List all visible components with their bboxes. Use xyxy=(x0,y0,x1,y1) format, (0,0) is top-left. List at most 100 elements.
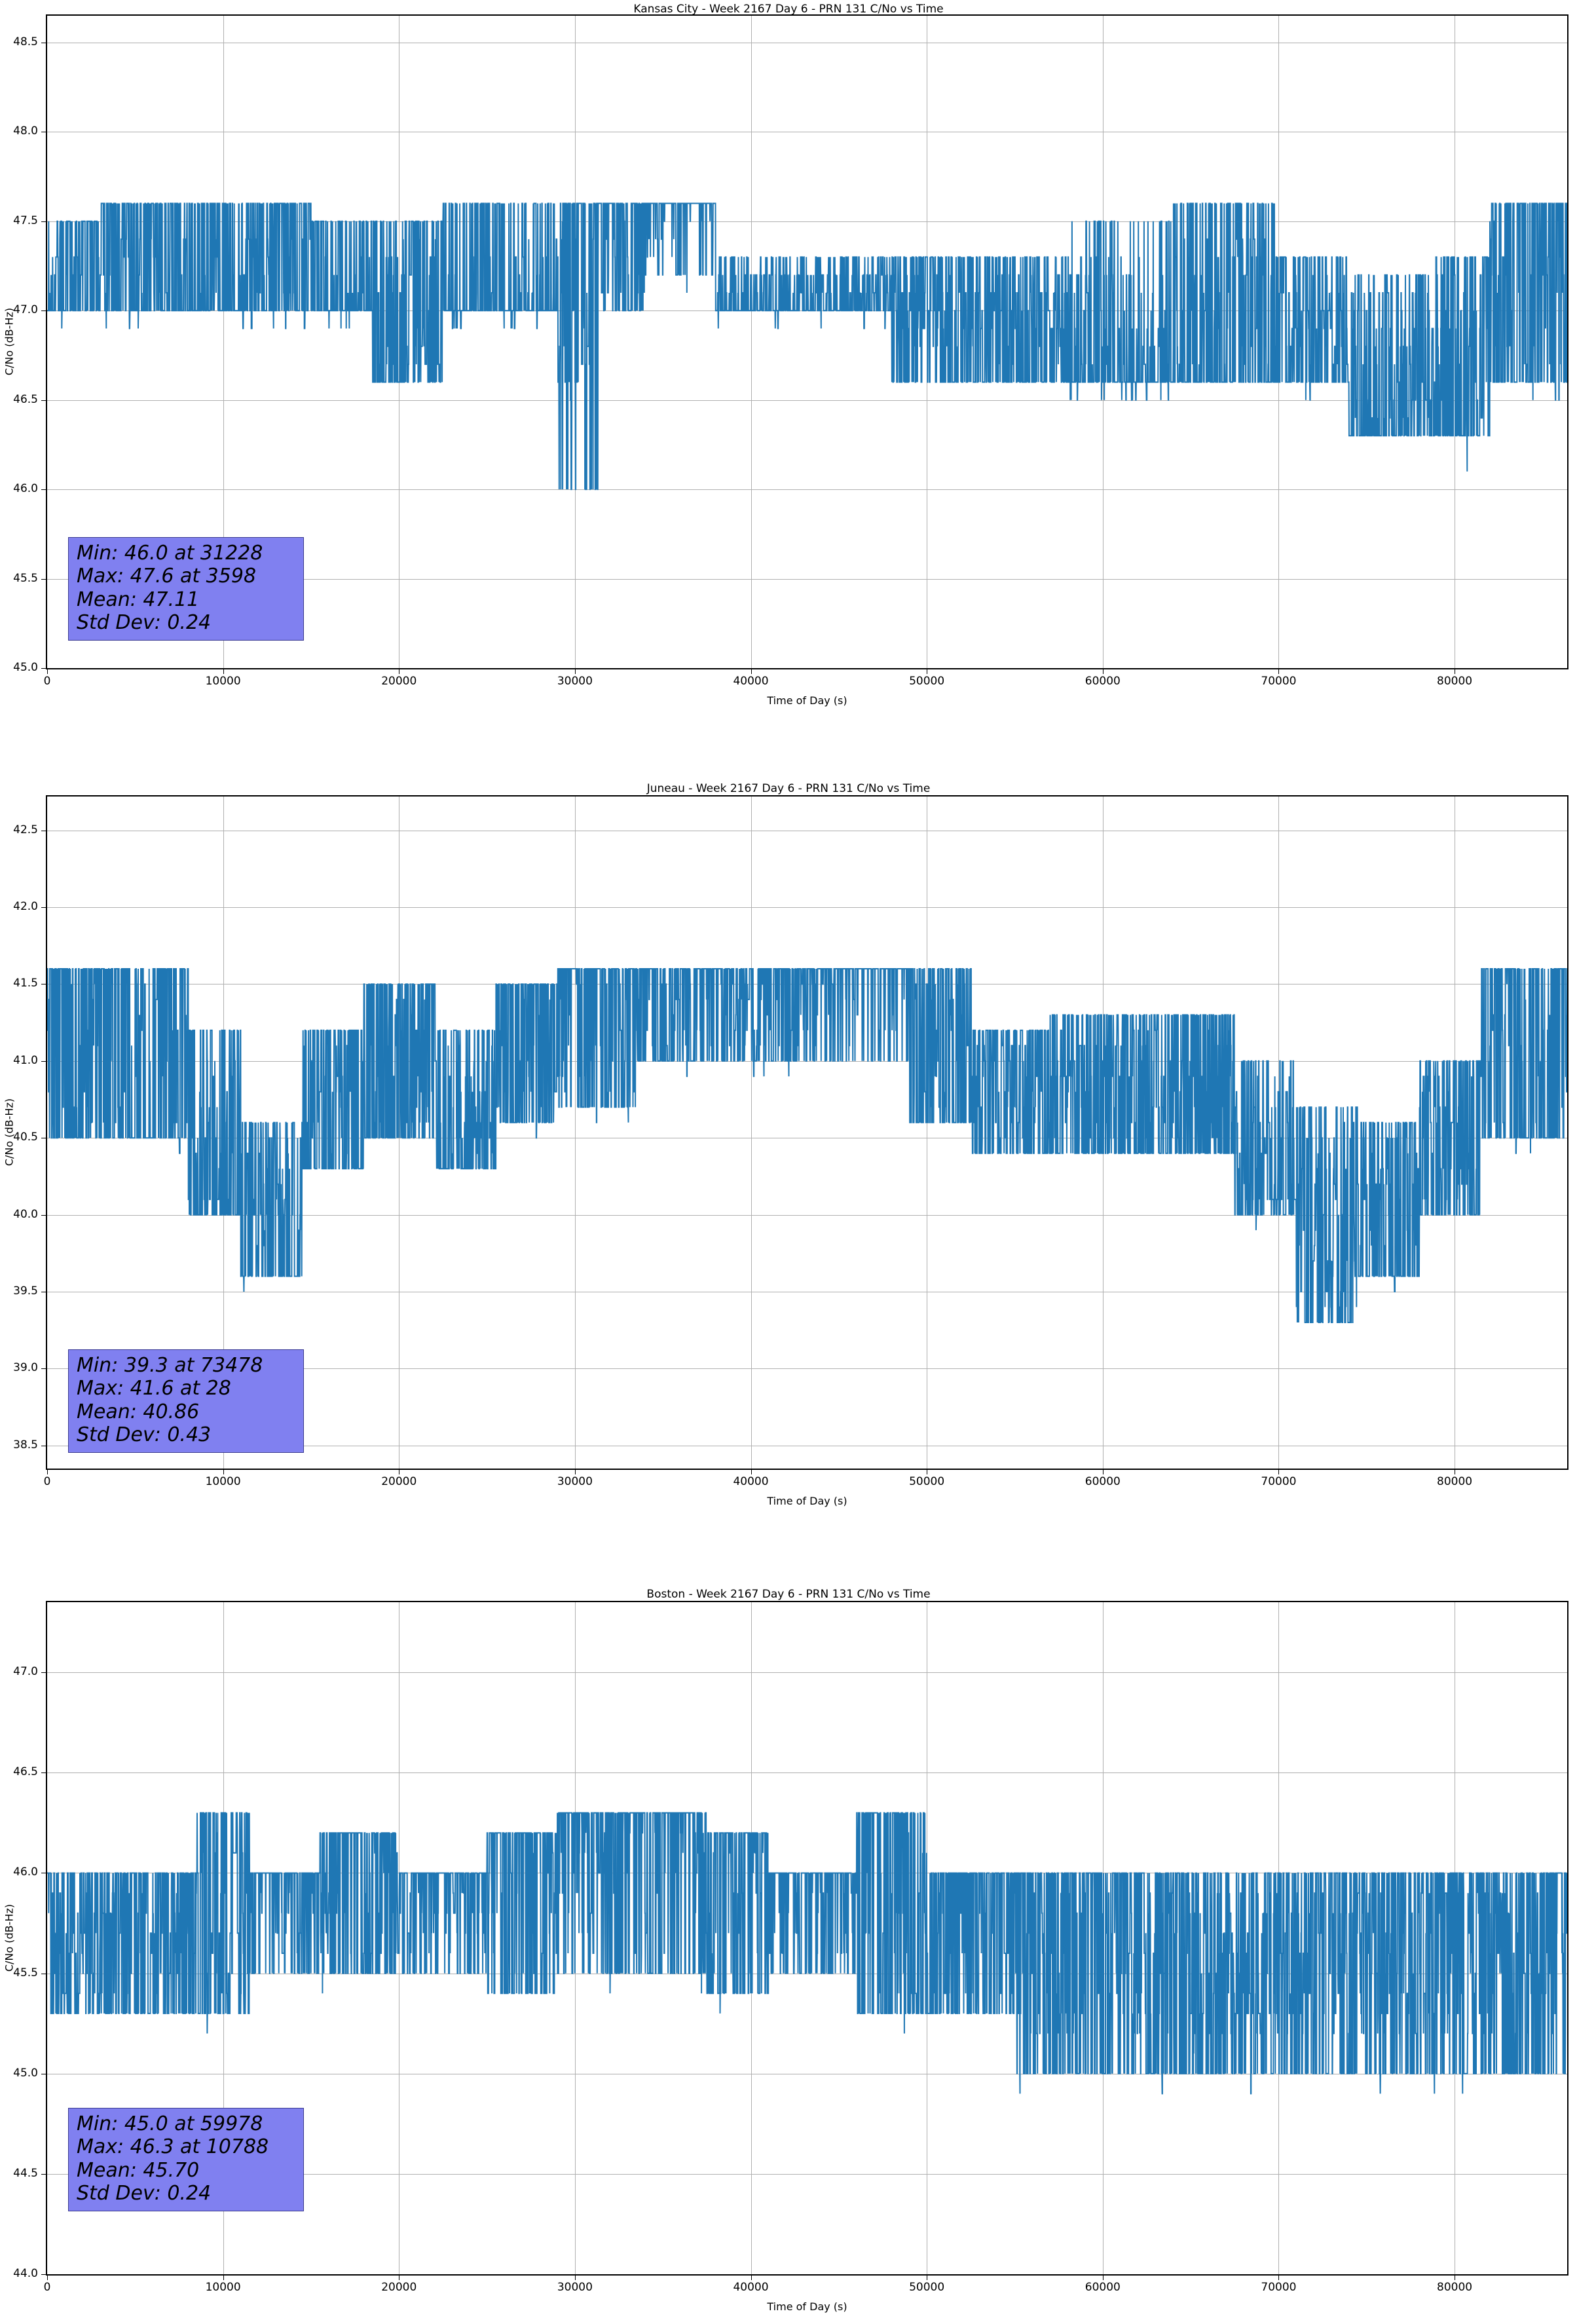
y-tick-mark xyxy=(41,1672,46,1673)
x-tick-mark xyxy=(575,669,576,674)
y-tick-mark xyxy=(41,1215,46,1216)
x-tick-label: 80000 xyxy=(1437,675,1473,688)
x-tick-label: 30000 xyxy=(557,1475,593,1488)
stats-line: Std Dev: 0.24 xyxy=(77,2182,212,2205)
x-tick-label: 60000 xyxy=(1085,1475,1121,1488)
y-tick-mark xyxy=(41,907,46,908)
chart-boston: Boston - Week 2167 Day 6 - PRN 131 C/No … xyxy=(0,1585,1577,2324)
y-tick-mark xyxy=(41,1061,46,1062)
y-tick-label: 42.0 xyxy=(13,900,38,914)
x-tick-label: 10000 xyxy=(205,2281,241,2294)
x-tick-mark xyxy=(575,2276,576,2280)
y-tick-label: 46.5 xyxy=(13,1765,38,1779)
y-tick-label: 46.0 xyxy=(13,1865,38,1879)
y-tick-mark xyxy=(41,1368,46,1369)
x-tick-label: 80000 xyxy=(1437,2281,1473,2294)
x-tick-label: 20000 xyxy=(381,675,417,688)
x-tick-mark xyxy=(1103,2276,1104,2280)
x-tick-mark xyxy=(1278,1470,1279,1474)
stats-line: Max: 46.3 at 10788 xyxy=(77,2135,269,2159)
y-tick-label: 46.0 xyxy=(13,482,38,496)
y-tick-label: 44.0 xyxy=(13,2267,38,2280)
y-tick-label: 48.0 xyxy=(13,124,38,138)
stats-line: Min: 45.0 at 59978 xyxy=(77,2112,263,2135)
y-tick-label: 42.5 xyxy=(13,823,38,836)
stats-line: Mean: 47.11 xyxy=(77,588,200,611)
y-tick-label: 47.0 xyxy=(13,303,38,317)
cno-series-line xyxy=(47,202,1567,491)
y-axis-label: C/No (dB-Hz) xyxy=(3,307,16,376)
y-tick-mark xyxy=(41,668,46,669)
stats-line: Min: 46.0 at 31228 xyxy=(77,542,263,565)
statistics-box: Min: 39.3 at 73478 Max: 41.6 at 28 Mean: 4… xyxy=(68,1349,304,1453)
chart-title: Boston - Week 2167 Day 6 - PRN 131 C/No … xyxy=(646,1588,931,1601)
y-tick-label: 41.5 xyxy=(13,977,38,990)
y-tick-mark xyxy=(41,400,46,401)
x-tick-mark xyxy=(223,669,224,674)
x-axis-label: Time of Day (s) xyxy=(767,2300,847,2313)
y-axis-label: C/No (dB-Hz) xyxy=(3,1903,16,1972)
x-tick-mark xyxy=(1103,669,1104,674)
y-tick-label: 47.0 xyxy=(13,1665,38,1679)
stats-line: Std Dev: 0.43 xyxy=(77,1423,212,1447)
x-tick-mark xyxy=(223,2276,224,2280)
y-tick-mark xyxy=(41,489,46,490)
x-tick-mark xyxy=(751,2276,752,2280)
x-tick-mark xyxy=(223,1470,224,1474)
x-tick-mark xyxy=(47,2276,48,2280)
x-tick-mark xyxy=(1103,1470,1104,1474)
y-tick-mark xyxy=(41,2174,46,2175)
chart-title: Juneau - Week 2167 Day 6 - PRN 131 C/No … xyxy=(646,782,931,795)
y-tick-mark xyxy=(41,579,46,580)
y-tick-mark xyxy=(41,310,46,311)
stats-line: Std Dev: 0.24 xyxy=(77,611,212,635)
chart-kansas-city: Kansas City - Week 2167 Day 6 - PRN 131 … xyxy=(0,0,1577,721)
x-tick-label: 20000 xyxy=(381,2281,417,2294)
y-tick-mark xyxy=(41,2274,46,2275)
x-tick-label: 0 xyxy=(43,675,51,688)
x-tick-label: 30000 xyxy=(557,2281,593,2294)
x-tick-label: 20000 xyxy=(381,1475,417,1488)
y-tick-label: 39.0 xyxy=(13,1361,38,1375)
x-tick-label: 70000 xyxy=(1261,675,1297,688)
x-tick-mark xyxy=(575,1470,576,1474)
y-tick-label: 45.0 xyxy=(13,2066,38,2080)
y-tick-label: 45.5 xyxy=(13,1966,38,1979)
y-tick-label: 40.5 xyxy=(13,1131,38,1144)
x-tick-label: 50000 xyxy=(909,675,945,688)
x-tick-mark xyxy=(47,669,48,674)
y-tick-label: 48.5 xyxy=(13,35,38,48)
x-tick-mark xyxy=(751,1470,752,1474)
cno-series-line xyxy=(47,968,1567,1323)
chart-title: Kansas City - Week 2167 Day 6 - PRN 131 … xyxy=(633,3,944,16)
x-tick-label: 40000 xyxy=(733,2281,769,2294)
stats-line: Min: 39.3 at 73478 xyxy=(77,1354,263,1377)
x-tick-mark xyxy=(47,1470,48,1474)
y-tick-label: 45.5 xyxy=(13,571,38,585)
chart-juneau: Juneau - Week 2167 Day 6 - PRN 131 C/No … xyxy=(0,779,1577,1520)
statistics-box: Min: 46.0 at 31228 Max: 47.6 at 3598 Mean:… xyxy=(68,537,304,641)
x-tick-label: 40000 xyxy=(733,675,769,688)
x-tick-label: 60000 xyxy=(1085,675,1121,688)
x-tick-mark xyxy=(1278,2276,1279,2280)
statistics-box: Min: 45.0 at 59978 Max: 46.3 at 10788 Mean… xyxy=(68,2108,304,2211)
plot-canvas xyxy=(47,1602,1567,2274)
x-tick-label: 70000 xyxy=(1261,1475,1297,1488)
cno-series-line xyxy=(47,1812,1567,2095)
plot-canvas xyxy=(47,797,1567,1469)
x-tick-label: 60000 xyxy=(1085,2281,1121,2294)
x-tick-mark xyxy=(751,669,752,674)
y-tick-label: 38.5 xyxy=(13,1438,38,1452)
x-tick-label: 50000 xyxy=(909,1475,945,1488)
y-tick-label: 45.0 xyxy=(13,661,38,674)
y-tick-label: 40.0 xyxy=(13,1207,38,1221)
x-tick-label: 50000 xyxy=(909,2281,945,2294)
stats-line: Mean: 40.86 xyxy=(77,1400,200,1423)
stats-line: Mean: 45.70 xyxy=(77,2158,200,2182)
x-tick-label: 40000 xyxy=(733,1475,769,1488)
y-tick-label: 47.5 xyxy=(13,214,38,227)
x-tick-label: 10000 xyxy=(205,675,241,688)
x-tick-mark xyxy=(1278,669,1279,674)
y-tick-label: 46.5 xyxy=(13,392,38,406)
